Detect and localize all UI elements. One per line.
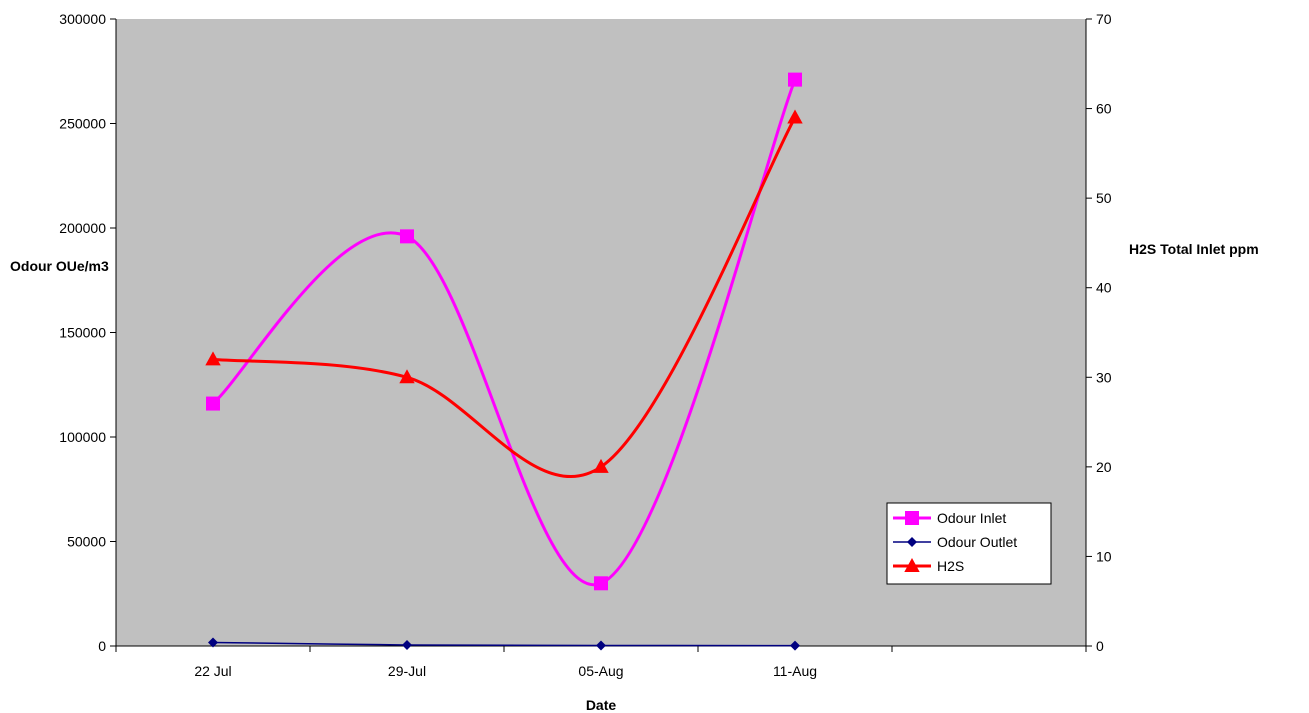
series-layer (205, 72, 803, 651)
y-tick-label: 250000 (59, 116, 106, 132)
legend-marker (907, 537, 917, 547)
series-line-0 (212, 79, 797, 587)
y2-tick-label: 50 (1096, 190, 1112, 206)
y2-tick-label: 0 (1096, 638, 1104, 654)
y-tick-label: 100000 (59, 429, 106, 445)
y2-tick-label: 20 (1096, 459, 1112, 475)
x-tick-label: 29-Jul (388, 663, 426, 679)
legend-label: H2S (937, 558, 964, 574)
series-line-1 (212, 641, 796, 647)
y2-axis-title: H2S Total Inlet ppm (1129, 241, 1259, 257)
x-axis-title: Date (586, 697, 617, 713)
data-point (402, 639, 412, 650)
legend-marker (905, 511, 919, 525)
x-tick-label: 11-Aug (773, 663, 817, 679)
y2-tick-label: 40 (1096, 280, 1112, 296)
y-axis-title: Odour OUe/m3 (10, 258, 109, 274)
data-point (594, 576, 608, 591)
y2-tick-label: 60 (1096, 101, 1112, 117)
data-point (399, 369, 415, 384)
legend-label: Odour Outlet (937, 534, 1017, 550)
x-tick-label: 22 Jul (194, 663, 231, 679)
y2-tick-label: 30 (1096, 369, 1112, 385)
data-point (596, 640, 606, 651)
data-point (788, 72, 802, 87)
data-point (787, 109, 803, 124)
series-line-2 (212, 116, 797, 478)
legend-label: Odour Inlet (937, 510, 1006, 526)
y-tick-label: 50000 (67, 534, 106, 550)
legend: Odour Inlet Odour Outlet H2S (886, 502, 1052, 585)
data-point (206, 396, 220, 411)
data-point (205, 351, 221, 366)
y2-tick-label: 10 (1096, 548, 1112, 564)
data-point (593, 458, 609, 473)
y-tick-label: 200000 (59, 220, 106, 236)
y2-tick-label: 70 (1096, 11, 1112, 27)
y-tick-label: 0 (98, 638, 106, 654)
data-point (400, 229, 414, 244)
data-point (790, 640, 800, 651)
axes: 0 50000 100000 150000 200000 250000 300000 0 10 2… (59, 11, 1112, 679)
x-tick-label: 05-Aug (578, 663, 623, 679)
legend-marker (904, 558, 920, 572)
y-tick-label: 150000 (59, 325, 106, 341)
data-point (208, 637, 218, 648)
y-tick-label: 300000 (59, 11, 106, 27)
